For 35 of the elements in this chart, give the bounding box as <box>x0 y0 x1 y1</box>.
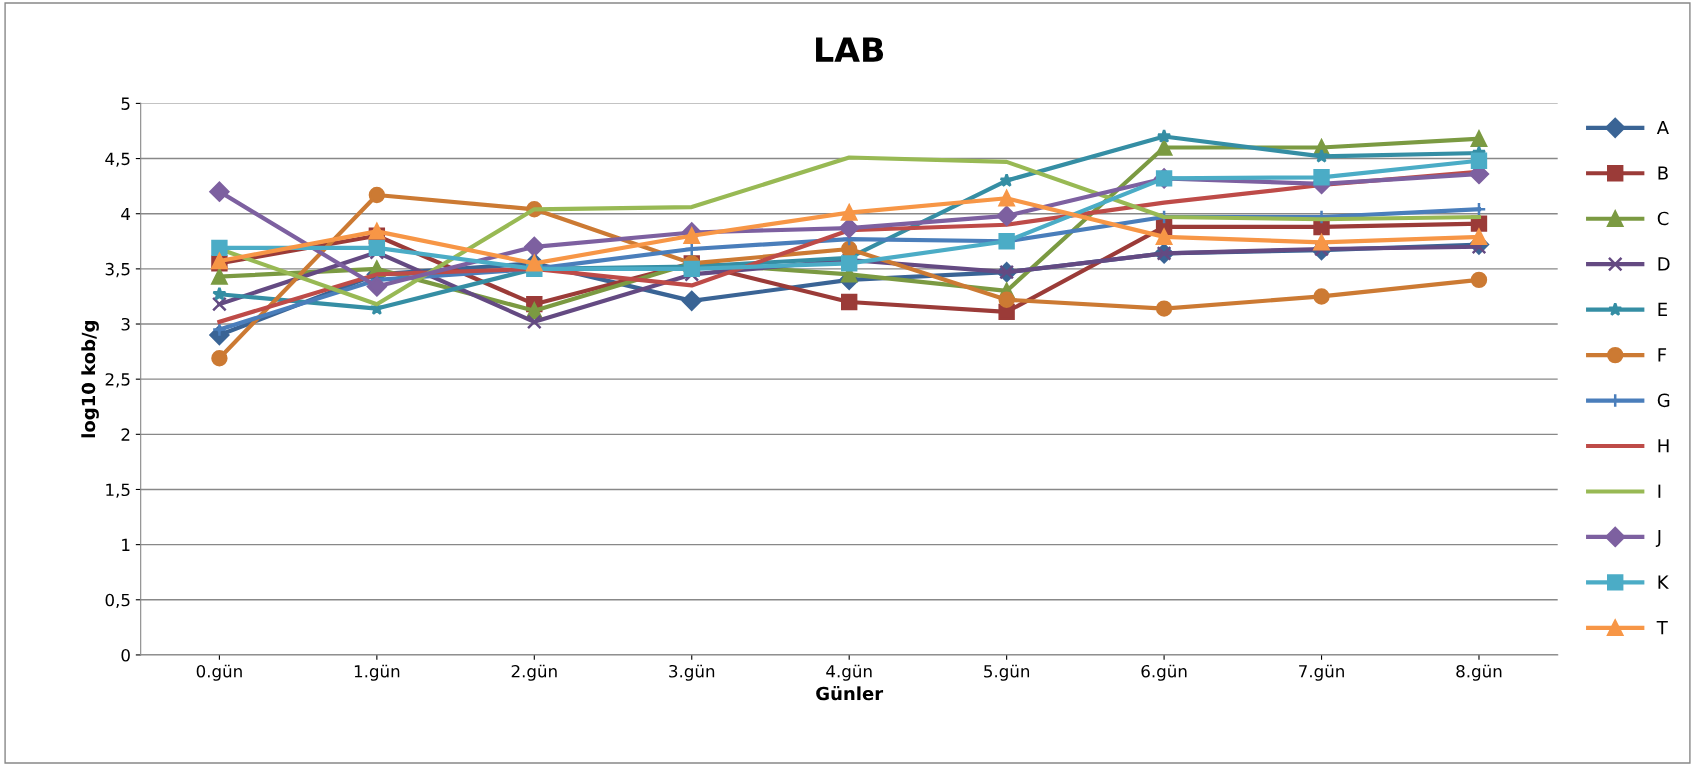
y-tick-label: 0 <box>121 648 130 662</box>
y-tick-label: 3,5 <box>105 262 130 278</box>
y-tick-label: 0,5 <box>105 593 130 609</box>
x-tick-label: 2.gün <box>511 664 557 681</box>
x-axis-title: Günler <box>816 686 884 701</box>
y-tick-label: 5 <box>121 97 130 110</box>
y-axis-title: log10 kob/g <box>81 321 99 438</box>
x-tick-label: 0.gün <box>196 664 242 681</box>
legend-label: G <box>1657 393 1670 408</box>
x-tick-label: 1.gün <box>354 664 400 681</box>
x-tick-label: 6.gün <box>1141 664 1187 681</box>
legend-label: J <box>1655 530 1661 547</box>
legend-label: H <box>1658 439 1669 453</box>
chart-title: LAB <box>816 37 884 62</box>
x-tick-label: 8.gün <box>1456 664 1502 681</box>
x-tick-label: 7.gün <box>1299 664 1344 681</box>
y-tick-label: 4 <box>121 207 131 221</box>
legend-label: B <box>1658 166 1668 180</box>
y-tick-label: 4,5 <box>105 152 130 167</box>
y-tick-label: 3 <box>121 317 130 331</box>
legend-label: C <box>1657 211 1669 226</box>
x-tick-label: 3.gün <box>669 664 715 681</box>
x-tick-label: 4.gün <box>826 664 872 681</box>
legend-label: K <box>1658 575 1669 589</box>
legend-label: F <box>1658 348 1667 362</box>
legend-label: D <box>1658 257 1670 271</box>
y-tick-label: 1,5 <box>106 483 130 498</box>
legend-label: I <box>1658 484 1661 498</box>
y-tick-label: 1 <box>122 538 130 551</box>
x-tick-label: 5.gün <box>984 664 1030 681</box>
y-tick-label: 2 <box>121 428 130 441</box>
legend-label: E <box>1658 302 1667 316</box>
legend-label: A <box>1656 120 1669 135</box>
y-tick-label: 2,5 <box>105 373 130 388</box>
legend-label: T <box>1656 621 1668 635</box>
